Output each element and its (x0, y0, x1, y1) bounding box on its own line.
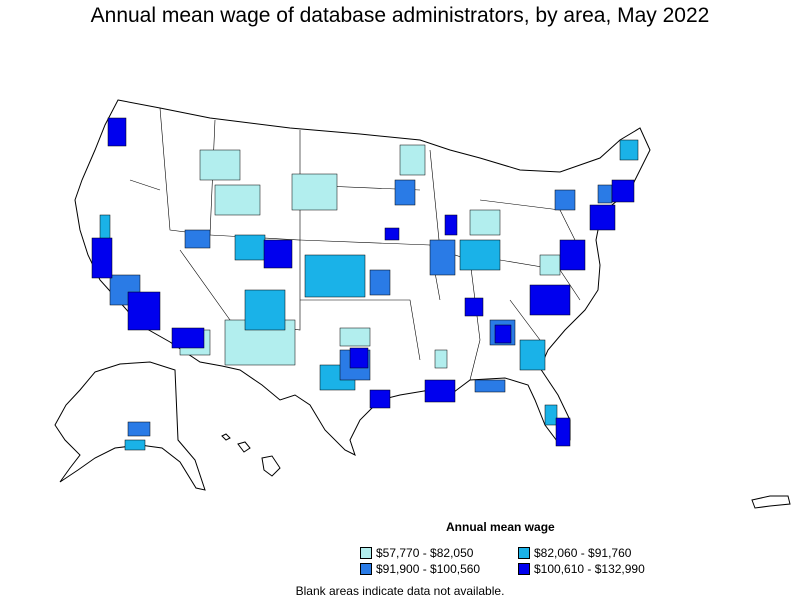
legend-label: $100,610 - $132,990 (534, 562, 645, 576)
legend-item: $100,610 - $132,990 (518, 562, 645, 576)
legend-label: $57,770 - $82,050 (376, 546, 474, 560)
puerto-rico-outline (751, 495, 791, 509)
legend-swatch (360, 547, 372, 559)
map-title: Annual mean wage of database administrat… (90, 4, 710, 27)
hawaii-outline (221, 433, 281, 477)
band-2-areas (99, 139, 639, 451)
footnote: Blank areas indicate data not available. (295, 584, 505, 598)
legend-title: Annual mean wage (446, 520, 555, 534)
band-1-areas (179, 144, 561, 369)
legend-label: $91,900 - $100,560 (376, 562, 481, 576)
legend-label: $82,060 - $91,760 (534, 546, 632, 560)
legend-item: $57,770 - $82,050 (360, 546, 473, 560)
legend-swatch (360, 563, 372, 575)
band-4-areas (91, 117, 635, 447)
wage-areas (91, 117, 639, 451)
legend-item: $91,900 - $100,560 (360, 562, 480, 576)
legend-swatch (518, 547, 530, 559)
legend-swatch (518, 563, 530, 575)
legend-item: $82,060 - $91,760 (518, 546, 631, 560)
